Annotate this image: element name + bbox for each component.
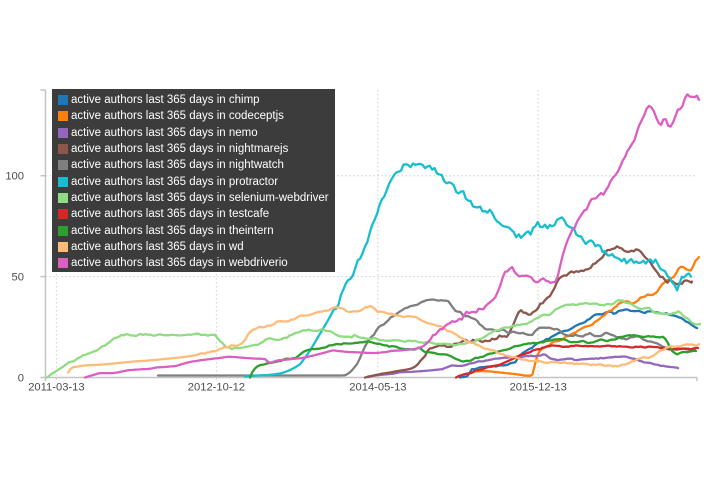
svg-text:50: 50 xyxy=(12,272,24,284)
svg-text:2014-05-13: 2014-05-13 xyxy=(349,382,406,394)
svg-text:2012-10-12: 2012-10-12 xyxy=(188,382,245,394)
svg-text:100: 100 xyxy=(5,171,24,183)
svg-text:2011-03-13: 2011-03-13 xyxy=(28,382,84,394)
svg-text:0: 0 xyxy=(18,373,24,385)
svg-text:2015-12-13: 2015-12-13 xyxy=(510,382,567,394)
